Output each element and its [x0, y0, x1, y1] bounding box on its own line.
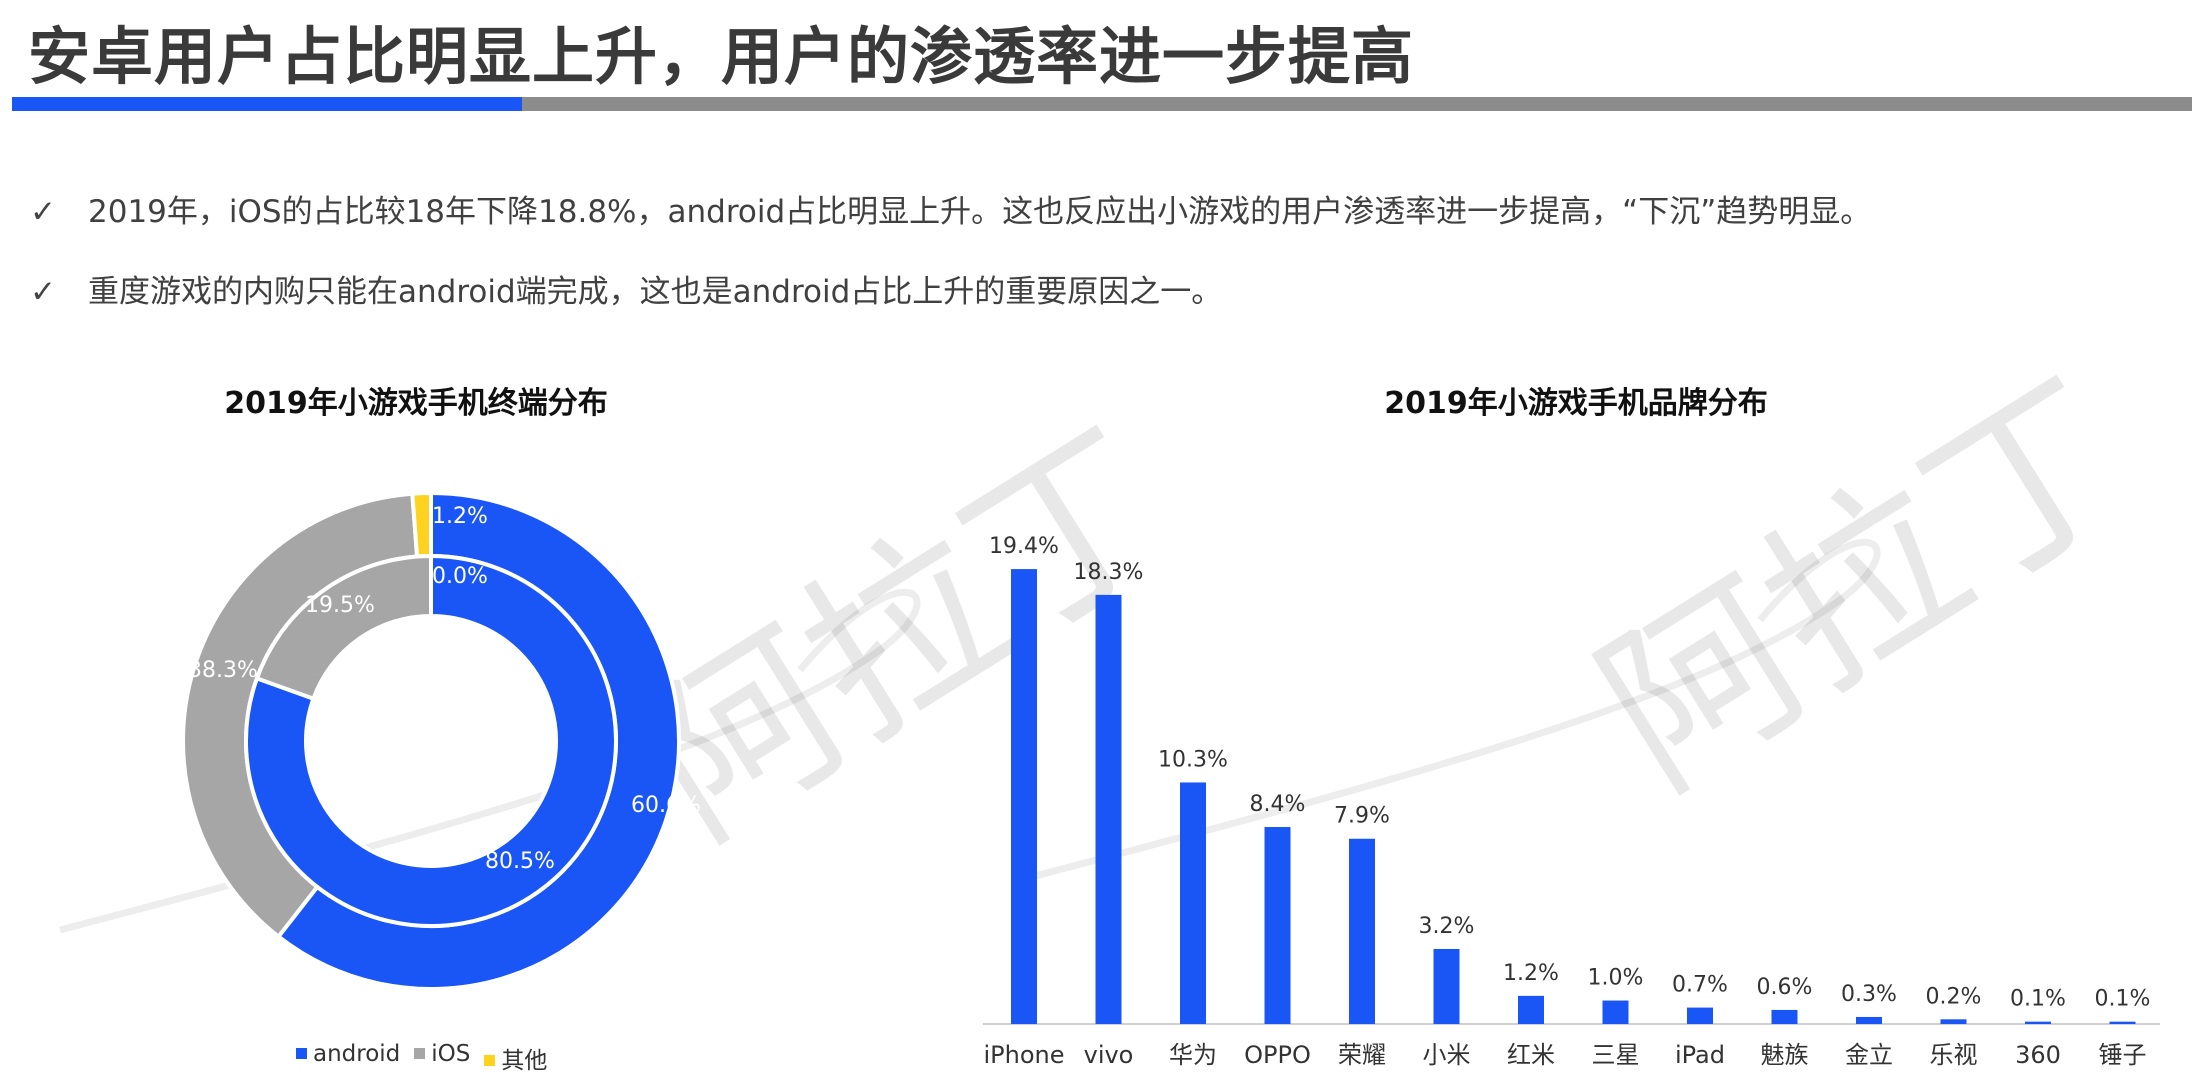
donut-data-label: 80.5% — [485, 849, 555, 874]
donut-slice-inner-android — [244, 553, 618, 928]
bar-iPhone — [1011, 569, 1037, 1024]
bar-data-label: 0.3% — [1841, 982, 1897, 1007]
bar-OPPO — [1264, 827, 1291, 1024]
bar-荣耀 — [1349, 838, 1375, 1024]
x-tick-label: 金立 — [1845, 1041, 1893, 1069]
donut-legend: android iOS 其他 — [296, 1041, 547, 1075]
title-underline — [522, 97, 2192, 111]
bar-data-label: 0.7% — [1672, 973, 1728, 998]
bar-iPad — [1687, 1007, 1713, 1024]
x-tick-label: OPPO — [1244, 1041, 1311, 1069]
legend-item-other: 其他 — [484, 1041, 547, 1075]
bar-锤子 — [2109, 1021, 2136, 1024]
bullet-text: 2019年，iOS的占比较18年下降18.8%，android占比明显上升。这也… — [88, 194, 1872, 230]
donut-data-label: 1.2% — [432, 504, 488, 529]
check-icon: ✓ — [30, 194, 56, 230]
x-tick-label: 红米 — [1507, 1041, 1555, 1069]
donut-data-label: 0.0% — [432, 564, 488, 589]
bullet-item: ✓ 重度游戏的内购只能在android端完成，这也是android占比上升的重要原… — [30, 266, 1222, 311]
x-tick-label: 360 — [2015, 1041, 2061, 1069]
bar-data-label: 18.3% — [1074, 560, 1144, 585]
bar-chart-title: 2019年小游戏手机品牌分布 — [1384, 386, 1768, 421]
x-tick-label: 乐视 — [1930, 1041, 1978, 1069]
bar-红米 — [1518, 995, 1544, 1024]
x-tick-label: 华为 — [1169, 1041, 1217, 1069]
x-tick-label: 锤子 — [2099, 1041, 2147, 1069]
legend-swatch — [414, 1048, 426, 1059]
x-tick-label: 魅族 — [1761, 1041, 1809, 1069]
bar-data-label: 0.1% — [2095, 987, 2151, 1012]
x-tick-label: vivo — [1084, 1041, 1134, 1069]
bar-data-label: 0.6% — [1757, 975, 1813, 1000]
legend-swatch — [296, 1048, 307, 1059]
x-tick-label: iPhone — [983, 1041, 1064, 1069]
x-tick-label: iPad — [1675, 1041, 1725, 1069]
bar-data-label: 0.1% — [2010, 987, 2066, 1012]
bar-data-label: 19.4% — [989, 534, 1059, 559]
x-tick-label: 荣耀 — [1338, 1041, 1386, 1069]
bullet-text: 重度游戏的内购只能在android端完成，这也是android占比上升的重要原因… — [88, 274, 1223, 310]
donut-data-label: 60.6% — [631, 793, 701, 818]
legend-swatch — [484, 1055, 496, 1066]
donut-chart-title: 2019年小游戏手机终端分布 — [224, 386, 608, 421]
donut-data-label: 19.5% — [305, 593, 375, 618]
bar-乐视 — [1940, 1019, 1967, 1024]
bullet-item: ✓ 2019年，iOS的占比较18年下降18.8%，android占比明显上升。这… — [30, 186, 1871, 231]
bar-data-label: 10.3% — [1158, 747, 1228, 772]
bar-小米 — [1433, 948, 1460, 1024]
x-tick-label: 三星 — [1592, 1041, 1640, 1069]
page-title: 安卓用户占比明显上升，用户的渗透率进一步提高 — [28, 20, 1415, 93]
title-underline-accent — [12, 97, 522, 111]
bar-data-label: 0.2% — [1926, 984, 1982, 1009]
bar-data-label: 1.2% — [1503, 961, 1559, 986]
legend-item-android: android — [296, 1041, 400, 1075]
bar-data-label: 8.4% — [1250, 792, 1306, 817]
bar-金立 — [1856, 1016, 1882, 1024]
legend-item-ios: iOS — [414, 1041, 470, 1075]
check-icon: ✓ — [30, 274, 56, 310]
donut-slice-inner-iOS — [254, 553, 433, 702]
bar-data-label: 7.9% — [1334, 804, 1390, 829]
donut-data-label: 38.3% — [188, 658, 258, 683]
x-tick-label: 小米 — [1423, 1041, 1471, 1069]
bar-华为 — [1180, 782, 1206, 1024]
bar-三星 — [1602, 1000, 1629, 1024]
bar-360 — [2025, 1021, 2051, 1024]
bar-data-label: 3.2% — [1419, 914, 1475, 939]
bar-魅族 — [1771, 1009, 1798, 1024]
bar-vivo — [1095, 594, 1122, 1024]
bar-data-label: 1.0% — [1588, 966, 1644, 991]
